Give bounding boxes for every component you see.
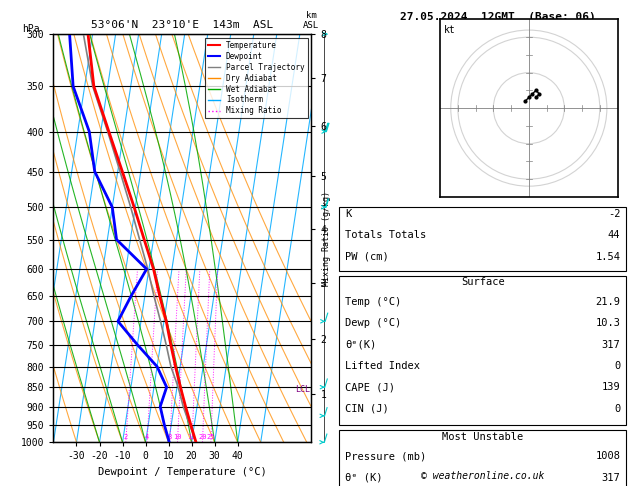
Text: 317: 317 bbox=[601, 473, 620, 483]
Text: θᵉ (K): θᵉ (K) bbox=[345, 473, 383, 483]
Text: LCL: LCL bbox=[295, 385, 310, 394]
Text: hPa: hPa bbox=[23, 24, 40, 34]
Text: Most Unstable: Most Unstable bbox=[442, 432, 523, 442]
Text: CAPE (J): CAPE (J) bbox=[345, 382, 395, 393]
Text: 10.3: 10.3 bbox=[595, 318, 620, 329]
Bar bbox=[340, 276, 626, 425]
Text: Dewp (°C): Dewp (°C) bbox=[345, 318, 401, 329]
Text: 1.54: 1.54 bbox=[595, 252, 620, 262]
Title: 53°06'N  23°10'E  143m  ASL: 53°06'N 23°10'E 143m ASL bbox=[91, 20, 274, 31]
Text: 0: 0 bbox=[614, 361, 620, 371]
Legend: Temperature, Dewpoint, Parcel Trajectory, Dry Adiabat, Wet Adiabat, Isotherm, Mi: Temperature, Dewpoint, Parcel Trajectory… bbox=[205, 38, 308, 119]
Text: 44: 44 bbox=[608, 230, 620, 241]
Text: 15: 15 bbox=[187, 434, 196, 440]
Text: Pressure (mb): Pressure (mb) bbox=[345, 451, 426, 462]
Text: 8: 8 bbox=[168, 434, 172, 440]
Text: 2: 2 bbox=[124, 434, 128, 440]
Text: θᵉ(K): θᵉ(K) bbox=[345, 340, 377, 350]
X-axis label: Dewpoint / Temperature (°C): Dewpoint / Temperature (°C) bbox=[98, 467, 267, 477]
Bar bbox=[340, 430, 626, 486]
Text: Temp (°C): Temp (°C) bbox=[345, 297, 401, 307]
Text: Totals Totals: Totals Totals bbox=[345, 230, 426, 241]
Text: 27.05.2024  12GMT  (Base: 06): 27.05.2024 12GMT (Base: 06) bbox=[399, 12, 595, 22]
Text: PW (cm): PW (cm) bbox=[345, 252, 389, 262]
Text: K: K bbox=[345, 209, 352, 219]
Text: Lifted Index: Lifted Index bbox=[345, 361, 420, 371]
Text: 139: 139 bbox=[601, 382, 620, 393]
Text: © weatheronline.co.uk: © weatheronline.co.uk bbox=[421, 471, 545, 481]
Text: 0: 0 bbox=[614, 404, 620, 414]
Text: 21.9: 21.9 bbox=[595, 297, 620, 307]
Text: km
ASL: km ASL bbox=[303, 11, 320, 30]
Text: Mixing Ratio (g/kg): Mixing Ratio (g/kg) bbox=[321, 191, 331, 286]
Text: 10: 10 bbox=[173, 434, 182, 440]
Bar bbox=[340, 207, 626, 271]
Text: CIN (J): CIN (J) bbox=[345, 404, 389, 414]
Text: 317: 317 bbox=[601, 340, 620, 350]
Text: 25: 25 bbox=[207, 434, 215, 440]
Text: 4: 4 bbox=[145, 434, 149, 440]
Text: -2: -2 bbox=[608, 209, 620, 219]
Text: kt: kt bbox=[443, 25, 455, 35]
Text: 20: 20 bbox=[198, 434, 207, 440]
Text: Surface: Surface bbox=[461, 277, 504, 287]
Text: 1008: 1008 bbox=[595, 451, 620, 462]
